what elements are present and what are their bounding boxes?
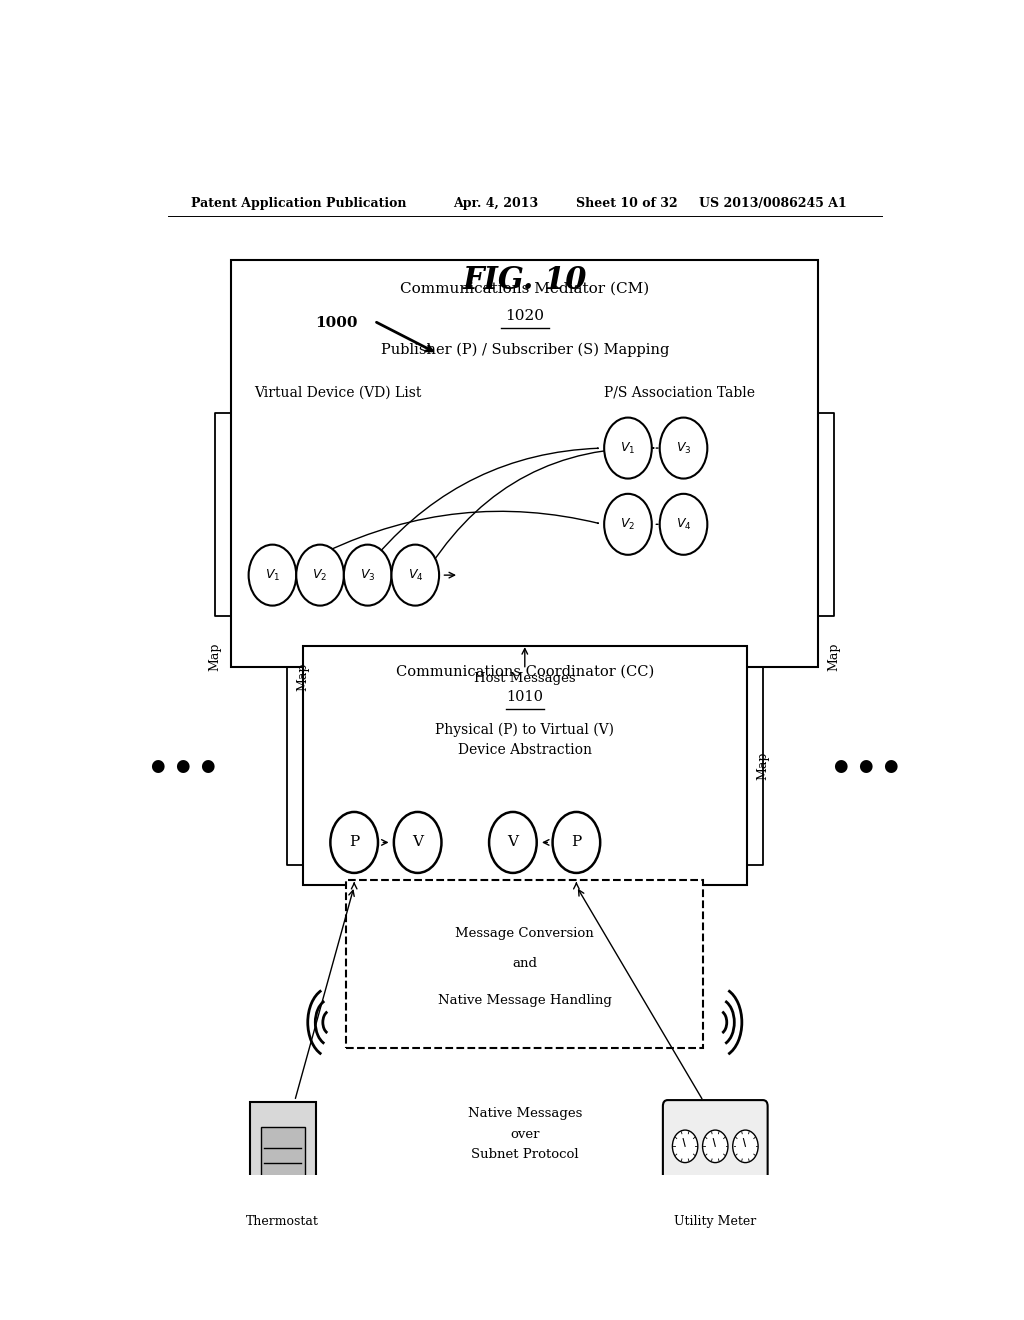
- Circle shape: [394, 812, 441, 873]
- Text: V: V: [508, 836, 518, 850]
- Text: Thermostat: Thermostat: [247, 1214, 319, 1228]
- Text: FIG. 10: FIG. 10: [463, 265, 587, 296]
- Text: Communications Coordinator (CC): Communications Coordinator (CC): [395, 665, 654, 678]
- Text: $V_2$: $V_2$: [312, 568, 328, 582]
- Text: Map: Map: [827, 643, 841, 671]
- FancyArrowPatch shape: [378, 447, 598, 554]
- Bar: [231, 260, 818, 667]
- Text: P: P: [571, 836, 582, 850]
- Text: Message Conversion: Message Conversion: [456, 927, 594, 940]
- Circle shape: [604, 417, 652, 479]
- Text: Map: Map: [296, 663, 309, 690]
- FancyBboxPatch shape: [663, 1100, 768, 1209]
- Text: Physical (P) to Virtual (V): Physical (P) to Virtual (V): [435, 722, 614, 737]
- Circle shape: [391, 545, 439, 606]
- FancyArrowPatch shape: [431, 447, 653, 565]
- Text: ●  ●  ●: ● ● ●: [834, 756, 898, 775]
- Text: Publisher (P) / Subscriber (S) Mapping: Publisher (P) / Subscriber (S) Mapping: [381, 342, 669, 356]
- Circle shape: [604, 494, 652, 554]
- Text: Patent Application Publication: Patent Application Publication: [191, 197, 407, 210]
- Text: Subnet Protocol: Subnet Protocol: [471, 1148, 579, 1162]
- Text: $V_4$: $V_4$: [408, 568, 423, 582]
- FancyBboxPatch shape: [261, 1126, 304, 1188]
- Circle shape: [673, 1130, 697, 1163]
- Text: Sheet 10 of 32: Sheet 10 of 32: [577, 197, 678, 210]
- Circle shape: [659, 494, 708, 554]
- Text: and: and: [512, 957, 538, 970]
- Text: Native Messages: Native Messages: [468, 1107, 582, 1121]
- Text: $V_3$: $V_3$: [360, 568, 376, 582]
- Circle shape: [489, 812, 537, 873]
- Circle shape: [553, 812, 600, 873]
- Text: Map: Map: [209, 643, 222, 671]
- Text: P/S Association Table: P/S Association Table: [604, 385, 755, 399]
- Circle shape: [296, 545, 344, 606]
- Bar: [303, 647, 748, 886]
- Text: $V_4$: $V_4$: [676, 516, 691, 532]
- Text: Map: Map: [757, 751, 769, 780]
- Text: Utility Meter: Utility Meter: [674, 1214, 757, 1228]
- Circle shape: [249, 545, 296, 606]
- FancyBboxPatch shape: [250, 1102, 315, 1206]
- Text: ●  ●  ●: ● ● ●: [152, 756, 216, 775]
- Circle shape: [702, 1130, 728, 1163]
- Text: P: P: [349, 836, 359, 850]
- Text: V: V: [413, 836, 423, 850]
- Bar: [346, 880, 703, 1048]
- Text: US 2013/0086245 A1: US 2013/0086245 A1: [699, 197, 847, 210]
- Text: Virtual Device (VD) List: Virtual Device (VD) List: [255, 385, 422, 399]
- Text: 1020: 1020: [505, 309, 545, 323]
- Text: $V_2$: $V_2$: [621, 516, 636, 532]
- Text: 1010: 1010: [506, 690, 544, 704]
- Text: Host Messages: Host Messages: [474, 672, 575, 685]
- Text: Device Abstraction: Device Abstraction: [458, 743, 592, 756]
- Text: Native Message Handling: Native Message Handling: [438, 994, 611, 1007]
- Circle shape: [331, 812, 378, 873]
- Text: Communications Mediator (CM): Communications Mediator (CM): [400, 281, 649, 296]
- FancyArrowPatch shape: [327, 511, 598, 552]
- Circle shape: [344, 545, 391, 606]
- Text: Apr. 4, 2013: Apr. 4, 2013: [454, 197, 539, 210]
- Text: $V_3$: $V_3$: [676, 441, 691, 455]
- Text: $V_1$: $V_1$: [265, 568, 281, 582]
- Circle shape: [733, 1130, 758, 1163]
- Text: 1000: 1000: [315, 315, 358, 330]
- Text: over: over: [510, 1127, 540, 1140]
- Circle shape: [659, 417, 708, 479]
- Text: $V_1$: $V_1$: [621, 441, 636, 455]
